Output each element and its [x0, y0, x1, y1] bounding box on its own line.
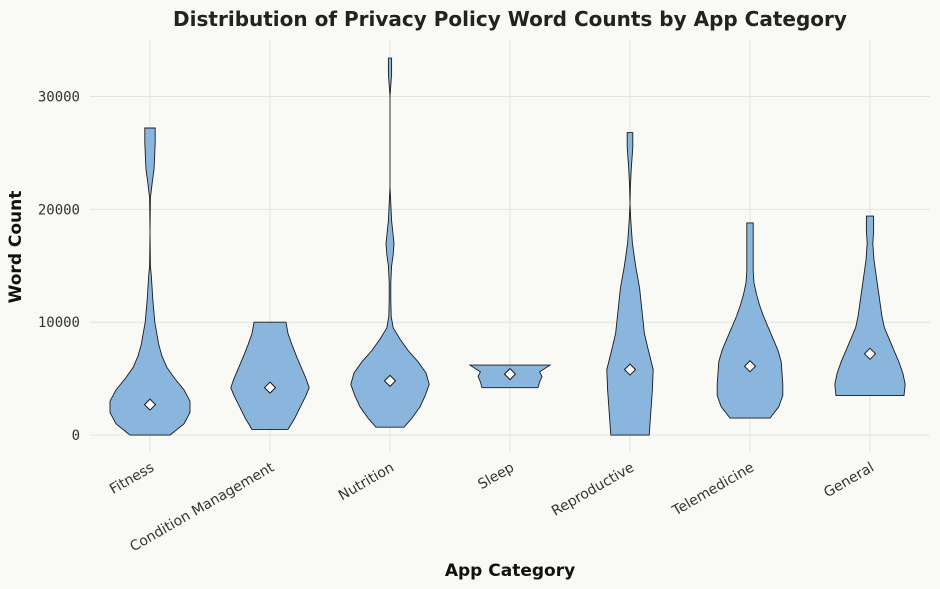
median-marker	[623, 363, 637, 376]
violin-telemedicine	[716, 222, 784, 419]
x-axis-title: App Category	[445, 561, 575, 581]
median-marker	[863, 347, 877, 361]
violin-general	[834, 215, 906, 397]
violin-condition-management	[230, 321, 310, 430]
median-markers	[143, 347, 877, 411]
median-marker	[383, 374, 397, 388]
median-marker	[263, 381, 277, 394]
y-tick-label: 0	[72, 428, 80, 444]
y-tick-labels: 0 10000 20000 30000	[38, 89, 80, 444]
y-tick-label: 10000	[38, 315, 80, 331]
median-marker	[743, 360, 757, 373]
y-axis-title: Word Count	[6, 191, 26, 304]
violin-fitness	[109, 127, 191, 436]
violin-reproductive	[606, 132, 654, 436]
median-marker	[143, 398, 157, 411]
chart-title: Distribution of Privacy Policy Word Coun…	[173, 7, 847, 31]
violins	[109, 57, 906, 436]
violin-nutrition	[350, 57, 430, 428]
y-tick-label: 20000	[38, 202, 80, 218]
y-tick-label: 30000	[38, 89, 80, 105]
median-marker	[503, 367, 517, 381]
